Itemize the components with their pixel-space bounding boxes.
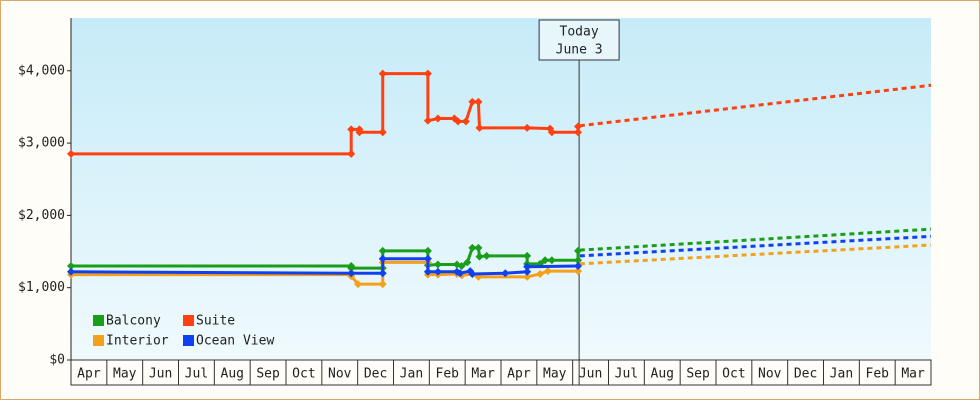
x-tick-label: Feb [866,367,890,382]
today-label: Today [560,25,599,40]
x-tick-label: May [113,367,137,382]
price-point [354,280,363,289]
price-point [433,114,442,123]
price-point [463,258,472,267]
x-tick-label: Jul [615,367,638,382]
legend-swatch [183,315,194,326]
price-point [501,269,510,278]
x-tick-label: Dec [794,367,817,382]
price-point [423,254,432,263]
price-point [67,149,75,158]
legend-swatch [183,335,194,346]
price-point [523,267,532,276]
price-point [378,246,387,255]
price-point [423,69,432,78]
y-tick-label: $0 [49,353,65,368]
price-point [468,269,477,278]
price-point [547,256,556,265]
price-point [468,97,477,106]
legend-label: Balcony [106,314,161,329]
x-tick-label: Apr [507,367,531,382]
forecast-line [579,227,932,252]
legend-swatch [93,335,104,346]
price-point [475,252,484,261]
legend-label: Interior [106,334,169,349]
price-point [574,246,583,255]
x-tick-label: Mar [471,367,495,382]
price-point [541,256,550,265]
x-tick-label: Nov [328,367,352,382]
price-point [574,128,583,137]
x-tick-label: Nov [758,367,782,382]
price-point [347,264,356,273]
price-point [543,267,552,276]
price-point [378,69,387,78]
price-point [523,262,532,271]
price-point [423,116,432,125]
x-tick-label: Mar [901,367,925,382]
price-point [574,122,583,131]
y-tick-label: $1,000 [18,280,65,295]
price-point [378,269,387,278]
price-point [433,267,442,276]
price-point [536,269,545,278]
x-tick-label: Sep [686,367,710,382]
price-point [523,272,532,281]
price-point [378,254,387,263]
price-point [474,97,483,106]
x-tick-label: Jun [579,367,602,382]
forecast-line [579,243,932,266]
x-tick-label: Jan [830,367,853,382]
price-point [423,246,432,255]
today-box [538,19,620,61]
price-point [482,251,491,260]
x-tick-label: Dec [364,367,387,382]
price-point [468,243,477,252]
price-point [433,260,442,269]
x-tick-label: Jun [149,367,172,382]
y-tick-label: $3,000 [18,136,65,151]
price-point [378,280,387,289]
price-point [457,262,466,271]
price-point [547,128,556,137]
x-tick-label: Oct [722,367,745,382]
price-point [523,251,532,260]
x-tick-label: Sep [256,367,280,382]
price-point [347,125,356,134]
price-point [347,149,356,158]
today-date: June 3 [556,43,603,58]
x-tick-label: Jul [185,367,208,382]
x-tick-label: Apr [77,367,101,382]
price-point [523,123,532,132]
price-point [454,117,462,126]
price-point [378,128,387,137]
price-point [67,262,75,271]
legend-swatch [93,315,104,326]
price-point [456,269,465,278]
x-tick-label: May [543,367,567,382]
y-tick-label: $4,000 [18,63,65,78]
forecast-line [579,234,932,258]
price-point [475,123,484,132]
x-tick-label: Oct [292,367,315,382]
forecast-line [579,83,932,128]
price-point [67,267,75,276]
x-tick-label: Aug [651,367,674,382]
x-tick-label: Aug [221,367,244,382]
price-point [355,128,364,137]
price-point [574,267,583,276]
x-tick-label: Jan [400,367,423,382]
price-point [574,256,583,265]
price-point [461,117,470,126]
price-point [474,243,483,252]
price-point [423,267,432,276]
plot-area [71,18,931,360]
price-point [347,269,356,278]
legend-label: Ocean View [196,334,274,349]
price-point [574,262,583,271]
legend-label: Suite [196,314,235,329]
y-tick-label: $2,000 [18,208,65,223]
x-tick-label: Feb [436,367,460,382]
